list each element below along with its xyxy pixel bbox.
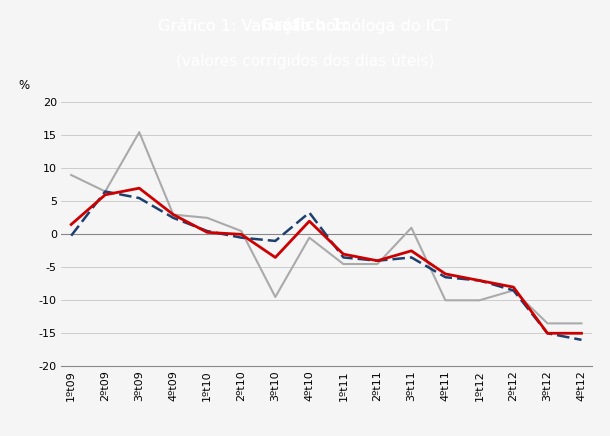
Text: Gráfico 1:: Gráfico 1: (261, 18, 349, 33)
Text: Gráfico 1: Variação homóloga do ICT: Gráfico 1: Variação homóloga do ICT (158, 17, 452, 34)
Text: Gráfico 1: Variação homóloga do ICT: Gráfico 1: Variação homóloga do ICT (158, 17, 452, 34)
Text: %: % (18, 79, 30, 92)
Text: (valores corrigidos dos dias úteis): (valores corrigidos dos dias úteis) (176, 53, 434, 69)
